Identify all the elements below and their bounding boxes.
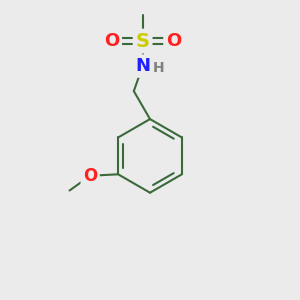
Text: N: N: [135, 57, 150, 75]
Text: O: O: [166, 32, 181, 50]
Text: O: O: [83, 167, 97, 185]
Text: S: S: [136, 32, 150, 51]
Text: O: O: [104, 32, 119, 50]
Text: H: H: [153, 61, 165, 75]
